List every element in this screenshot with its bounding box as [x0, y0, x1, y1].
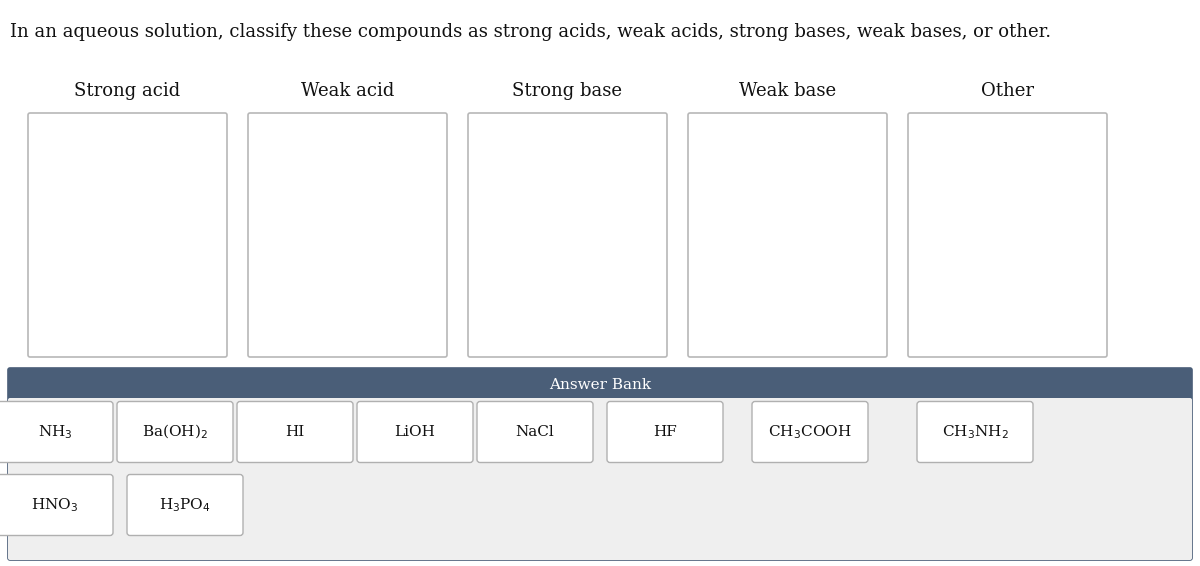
Text: In an aqueous solution, classify these compounds as strong acids, weak acids, st: In an aqueous solution, classify these c… [10, 23, 1051, 41]
Text: Ba(OH)$_2$: Ba(OH)$_2$ [142, 423, 208, 441]
Text: Strong base: Strong base [512, 82, 623, 100]
FancyBboxPatch shape [917, 401, 1033, 462]
Text: HI: HI [286, 425, 305, 439]
FancyBboxPatch shape [688, 113, 887, 357]
Text: CH$_3$NH$_2$: CH$_3$NH$_2$ [942, 423, 1008, 441]
Text: Weak acid: Weak acid [301, 82, 394, 100]
FancyBboxPatch shape [478, 401, 593, 462]
FancyBboxPatch shape [358, 401, 473, 462]
Text: Weak base: Weak base [739, 82, 836, 100]
Text: NaCl: NaCl [516, 425, 554, 439]
Text: H$_3$PO$_4$: H$_3$PO$_4$ [160, 496, 211, 514]
Text: Answer Bank: Answer Bank [548, 378, 652, 392]
FancyBboxPatch shape [127, 474, 242, 535]
FancyBboxPatch shape [28, 113, 227, 357]
FancyBboxPatch shape [248, 113, 446, 357]
FancyBboxPatch shape [468, 113, 667, 357]
Text: HF: HF [653, 425, 677, 439]
FancyBboxPatch shape [752, 401, 868, 462]
Text: Other: Other [982, 82, 1034, 100]
FancyBboxPatch shape [607, 401, 722, 462]
Text: NH$_3$: NH$_3$ [37, 423, 72, 441]
Text: Strong acid: Strong acid [74, 82, 181, 100]
Text: HNO$_3$: HNO$_3$ [31, 496, 78, 514]
FancyBboxPatch shape [0, 401, 113, 462]
FancyBboxPatch shape [238, 401, 353, 462]
FancyBboxPatch shape [118, 401, 233, 462]
FancyBboxPatch shape [908, 113, 1108, 357]
Text: LiOH: LiOH [395, 425, 436, 439]
Text: CH$_3$COOH: CH$_3$COOH [768, 423, 852, 441]
FancyBboxPatch shape [8, 398, 1192, 560]
FancyBboxPatch shape [0, 474, 113, 535]
FancyBboxPatch shape [8, 368, 1192, 560]
